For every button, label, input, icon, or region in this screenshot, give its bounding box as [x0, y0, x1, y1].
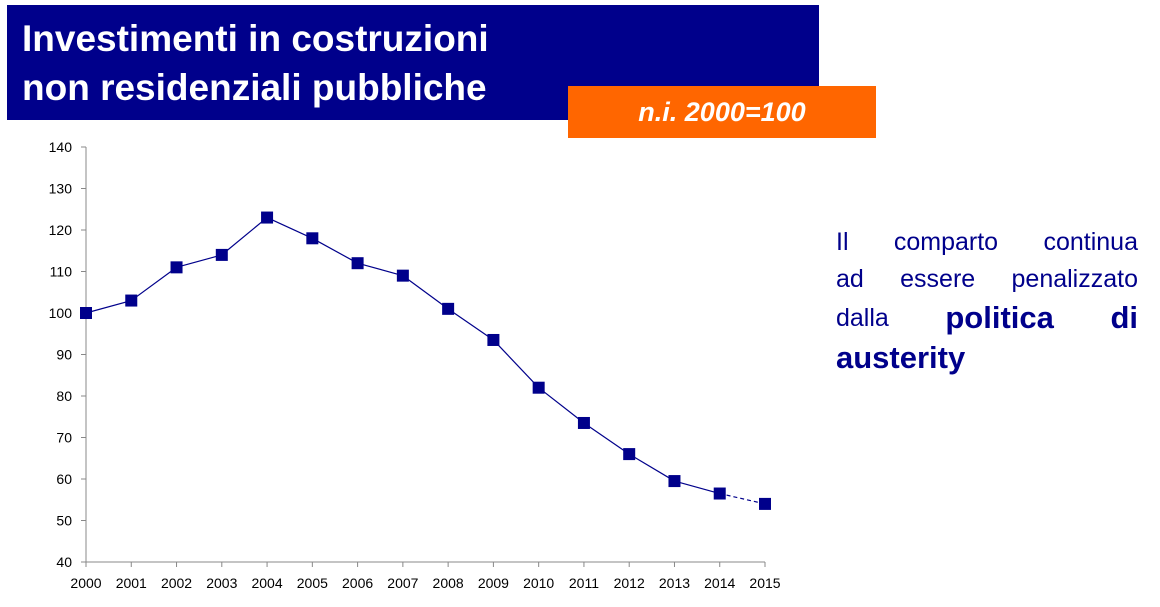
x-tick-label: 2010 [523, 575, 554, 591]
title-banner: Investimenti in costruzioni non residenz… [7, 5, 819, 120]
series-line-segment [221, 217, 268, 256]
y-tick-label: 60 [56, 471, 72, 487]
x-tick-label: 2013 [659, 575, 690, 591]
x-tick-label: 2002 [161, 575, 192, 591]
series-line-segment [674, 480, 720, 495]
index-base-badge: n.i. 2000=100 [568, 86, 876, 138]
series-line-segment [176, 254, 222, 268]
data-point-marker [442, 302, 455, 315]
series-line-segment [628, 453, 675, 482]
emphasis-word: politica [945, 300, 1054, 335]
commentary-row-3: dalla politica di [836, 298, 1138, 338]
emphasis-word: di [1110, 300, 1138, 335]
y-tick-label: 40 [56, 554, 72, 570]
y-tick-label: 130 [49, 181, 73, 197]
x-tick-label: 2011 [569, 575, 599, 591]
commentary-row-1: Il comparto continua [836, 224, 1138, 261]
y-tick-label: 50 [56, 513, 72, 529]
data-point-marker [623, 448, 636, 461]
data-point-marker [532, 381, 545, 394]
data-point-marker [487, 333, 500, 346]
chart-series [80, 211, 771, 510]
word: Il [836, 228, 849, 256]
y-tick-label: 140 [49, 139, 73, 155]
x-tick-label: 2006 [342, 575, 373, 591]
x-tick-label: 2008 [433, 575, 464, 591]
data-point-marker [125, 294, 138, 307]
y-tick-label: 80 [56, 388, 72, 404]
data-point-marker [80, 307, 92, 319]
commentary-row-2: ad essere penalizzato [836, 261, 1138, 298]
series-line-segment [719, 492, 766, 505]
word: penalizzato [1011, 265, 1138, 293]
data-point-marker [215, 248, 228, 261]
series-line-segment [266, 217, 313, 239]
commentary-row-4: austerity [836, 338, 1138, 378]
title-line-1: Investimenti in costruzioni [22, 18, 489, 59]
x-tick-label: 2009 [478, 575, 509, 591]
emphasis-word: austerity [836, 340, 966, 375]
y-tick-label: 110 [50, 264, 73, 280]
x-tick-label: 2014 [704, 575, 735, 591]
data-point-marker [759, 497, 771, 510]
word: ad [836, 265, 864, 293]
title-line-2: non residenziali pubbliche [22, 67, 487, 108]
series-line-segment [402, 275, 449, 310]
series-line-segment [85, 299, 132, 314]
commentary-text: Il comparto continua ad essere penalizza… [836, 224, 1138, 378]
word: continua [1043, 228, 1138, 256]
x-tick-label: 2015 [749, 575, 780, 591]
series-line-segment [312, 237, 358, 264]
y-tick-label: 70 [56, 430, 72, 446]
data-point-marker [261, 211, 274, 224]
data-point-marker [577, 416, 590, 429]
chart-axes: 40 50 60 70 80 90 100 110 120 130 140 2000 2001 2002 2… [49, 139, 781, 591]
series-line-segment [492, 339, 540, 389]
x-tick-label: 2003 [206, 575, 237, 591]
data-point-marker [668, 475, 681, 488]
series-line-segment [538, 387, 585, 424]
y-tick-label: 120 [49, 222, 73, 238]
series-line-segment [357, 262, 404, 277]
x-tick-label: 2000 [70, 575, 101, 591]
x-tick-label: 2001 [116, 575, 147, 591]
data-point-marker [170, 261, 183, 274]
series-line-segment [447, 308, 494, 341]
data-point-marker [306, 232, 319, 245]
series-line-segment [583, 422, 630, 455]
x-tick-label: 2005 [297, 575, 328, 591]
data-point-marker [351, 257, 364, 270]
y-tick-label: 90 [56, 347, 72, 363]
series-line-segment [130, 266, 177, 302]
word: dalla [836, 304, 889, 332]
data-point-marker [396, 269, 409, 282]
data-point-marker [713, 487, 726, 500]
x-tick-label: 2012 [614, 575, 645, 591]
y-tick-label: 100 [49, 305, 73, 321]
word: essere [900, 265, 976, 293]
word: comparto [893, 228, 999, 256]
x-tick-label: 2004 [251, 575, 282, 591]
x-tick-label: 2007 [387, 575, 418, 591]
